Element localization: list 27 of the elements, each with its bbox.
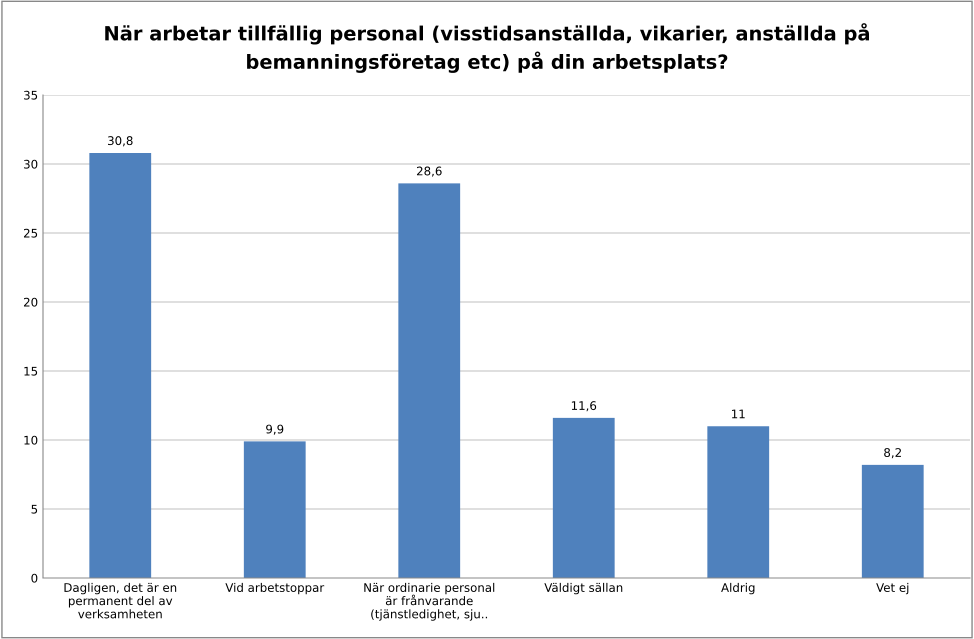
y-tick-label: 10	[24, 436, 38, 445]
bar	[398, 183, 460, 578]
data-label: 11,6	[572, 401, 596, 412]
bar	[244, 441, 306, 578]
y-tick-label: 30	[24, 160, 38, 169]
bar	[552, 418, 615, 578]
data-label: 28,6	[416, 166, 442, 177]
y-tick-label: 20	[24, 298, 38, 307]
x-tick-label: Dagligen, det är en permanent del av verksamheten	[64, 582, 176, 618]
bar	[862, 464, 924, 578]
x-tick-label: Väldigt sällan	[544, 582, 622, 594]
x-tick-label: Vet ej	[876, 582, 908, 594]
y-tick-label: 0	[31, 574, 38, 583]
x-tick-label: När ordinarie personal är frånvarande (tjänstledighet, sju..	[364, 582, 494, 621]
data-label: 8,2	[884, 448, 901, 458]
bar	[707, 426, 770, 578]
x-tick-label: Aldrig	[721, 582, 754, 594]
y-tick-label: 15	[24, 366, 38, 376]
data-label: 9,9	[266, 424, 284, 435]
y-tick-label: 25	[24, 228, 38, 238]
bar	[89, 152, 152, 578]
data-label: 11	[732, 410, 745, 418]
x-tick-label: Vid arbetstoppar	[225, 582, 324, 594]
data-label: 30,8	[108, 136, 133, 146]
y-tick-label: 35	[24, 90, 38, 100]
chart-title: När arbetar tillfällig personal (visstidsanställda, vikarier, anställda på bemanningsföretag etc) på din arbetsplats?	[105, 23, 870, 73]
y-tick-label: 5	[32, 504, 38, 514]
